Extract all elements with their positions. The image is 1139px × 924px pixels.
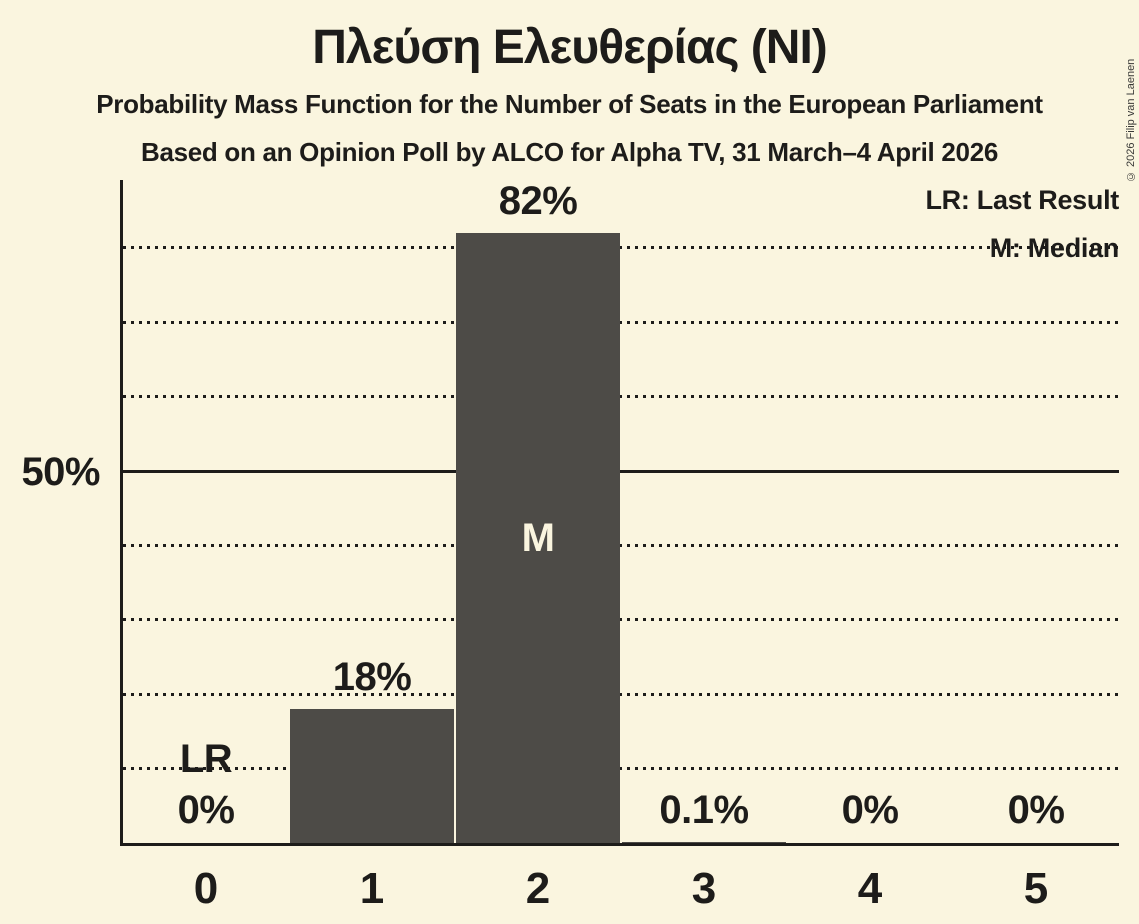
x-axis-labels: 0 1 2 3 4 5 [123, 866, 1119, 916]
bar-seats-1 [290, 709, 454, 843]
bar-seats-3 [622, 842, 786, 843]
chart-source-line: Based on an Opinion Poll by ALCO for Alp… [140, 137, 999, 167]
x-tick-label-2: 2 [525, 864, 551, 913]
gridline [123, 320, 1119, 324]
legend-last-result: LR: Last Result [925, 185, 1119, 215]
gridline [123, 692, 1119, 696]
gridline [123, 395, 1119, 399]
plot-area: 0% 18% 82% 0.1% 0% 0% LR M [120, 180, 1119, 846]
x-tick-label-1: 1 [359, 864, 385, 913]
chart-title: Πλεύση Ελευθερίας (NI) [312, 21, 828, 74]
copyright-notice: © 2026 Filip van Laenen [1125, 58, 1137, 182]
x-tick-label-4: 4 [857, 864, 883, 913]
chart-subtitle: Probability Mass Function for the Number… [96, 89, 1043, 119]
gridline [123, 767, 1119, 771]
bar-seats-2 [456, 232, 620, 843]
x-tick-label-5: 5 [1023, 864, 1049, 913]
bar-value-label: 0% [177, 788, 235, 832]
gridline [123, 246, 1119, 250]
gridline [123, 543, 1119, 547]
gridline [123, 618, 1119, 622]
last-result-annotation: LR [179, 737, 233, 781]
x-tick-label-0: 0 [193, 864, 219, 913]
bar-value-label: 0.1% [659, 788, 749, 832]
legend-median: M: Median [989, 233, 1120, 263]
bar-value-label: 82% [498, 178, 578, 223]
y-axis-tick-label: 50% [21, 450, 100, 494]
majority-gridline [123, 469, 1119, 473]
bar-value-label: 0% [1007, 788, 1065, 832]
x-tick-label-3: 3 [691, 864, 717, 913]
bar-value-label: 18% [332, 655, 412, 700]
median-annotation: M [521, 515, 555, 560]
bar-value-label: 0% [841, 788, 899, 832]
